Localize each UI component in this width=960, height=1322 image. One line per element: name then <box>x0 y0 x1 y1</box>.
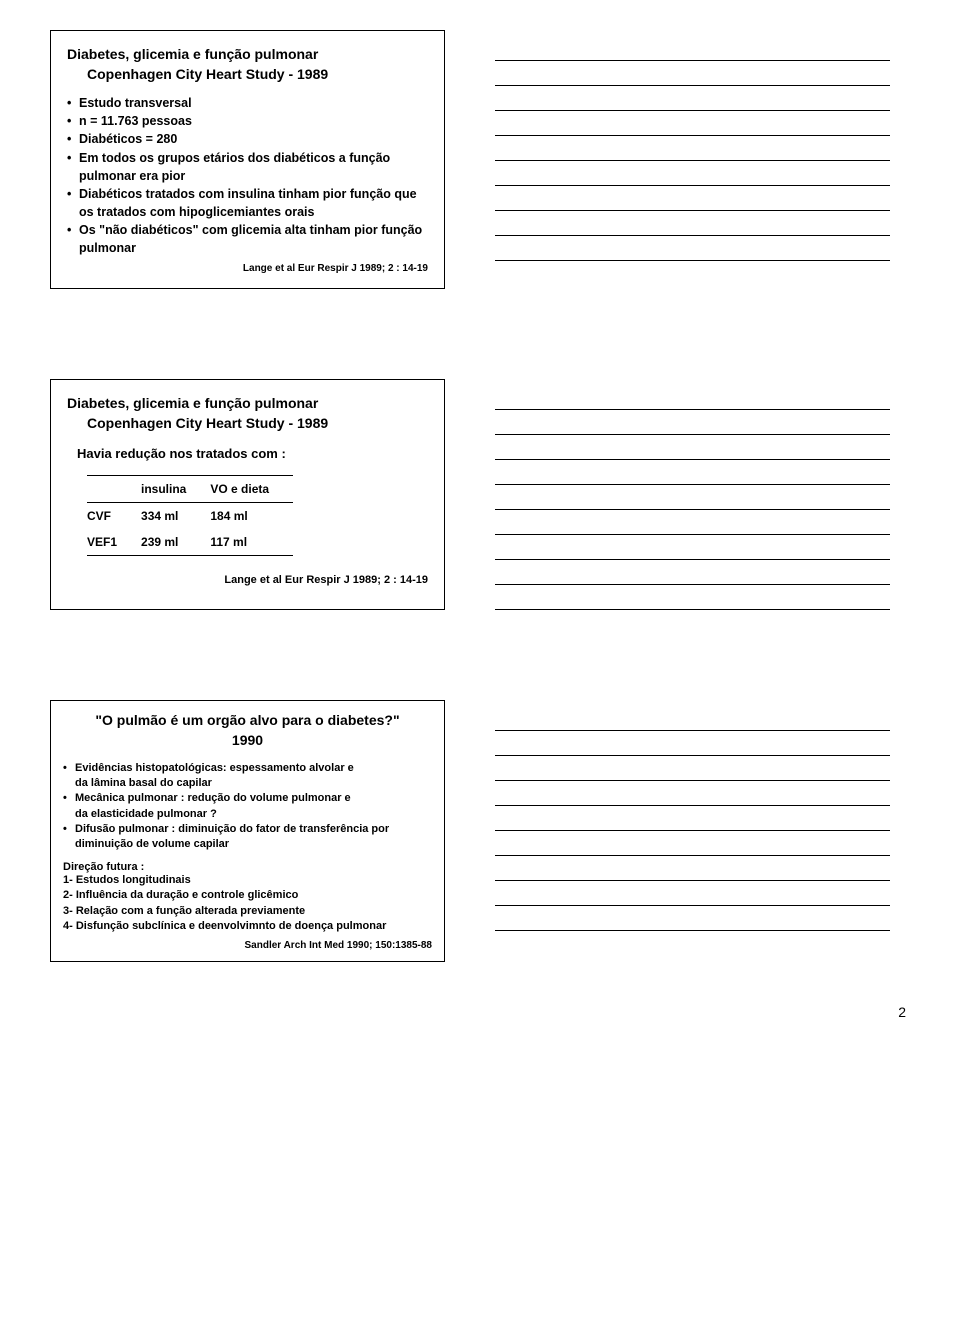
evidence-item: Mecânica pulmonar : redução do volume pu… <box>63 791 432 806</box>
slide-3-evidence: Evidências histopatológicas: espessament… <box>63 761 432 853</box>
note-line <box>495 781 890 806</box>
note-line <box>495 706 890 731</box>
note-line <box>495 236 890 261</box>
bullet-item: Estudo transversal <box>67 94 428 112</box>
note-line <box>495 831 890 856</box>
table-header-cell: VO e dieta <box>210 475 293 502</box>
note-line <box>495 161 890 186</box>
note-line <box>495 36 890 61</box>
future-item: 1- Estudos longitudinais <box>63 873 432 888</box>
future-heading: Direção futura : <box>63 861 432 873</box>
slide-3-title-line2: 1990 <box>93 731 402 751</box>
note-line <box>495 906 890 931</box>
note-line <box>495 86 890 111</box>
slide-1: Diabetes, glicemia e função pulmonar Cop… <box>50 30 445 289</box>
table-cell: CVF <box>87 502 141 529</box>
slide-2-title: Diabetes, glicemia e função pulmonar Cop… <box>67 394 428 433</box>
slide-3: "O pulmão é um orgão alvo para o diabete… <box>50 700 445 962</box>
note-line <box>495 111 890 136</box>
future-item: 2- Influência da duração e controle glic… <box>63 888 432 903</box>
slide-2-reference: Lange et al Eur Respir J 1989; 2 : 14-19 <box>67 574 428 586</box>
table-cell: 239 ml <box>141 529 210 556</box>
note-line <box>495 756 890 781</box>
note-line <box>495 211 890 236</box>
evidence-cont: da lâmina basal do capilar <box>63 776 432 791</box>
note-line <box>495 485 890 510</box>
note-line <box>495 410 890 435</box>
note-line <box>495 560 890 585</box>
row-2: Diabetes, glicemia e função pulmonar Cop… <box>50 379 910 610</box>
note-line <box>495 731 890 756</box>
evidence-item: Difusão pulmonar : diminuição do fator d… <box>63 822 432 837</box>
note-line <box>495 510 890 535</box>
bullet-item: Os "não diabéticos" com glicemia alta ti… <box>67 221 428 257</box>
slide-1-title-line2: Copenhagen City Heart Study - 1989 <box>67 65 428 85</box>
note-line <box>495 535 890 560</box>
evidence-item: Evidências histopatológicas: espessament… <box>63 761 432 776</box>
slide-2-title-line2: Copenhagen City Heart Study - 1989 <box>67 414 428 434</box>
slide-2: Diabetes, glicemia e função pulmonar Cop… <box>50 379 445 610</box>
note-line <box>495 806 890 831</box>
page: Diabetes, glicemia e função pulmonar Cop… <box>0 0 960 1032</box>
table-cell: 184 ml <box>210 502 293 529</box>
note-line <box>495 385 890 410</box>
note-line <box>495 881 890 906</box>
notes-col-1 <box>495 30 890 289</box>
note-line <box>495 136 890 161</box>
evidence-cont: da elasticidade pulmonar ? <box>63 807 432 822</box>
slide-1-reference: Lange et al Eur Respir J 1989; 2 : 14-19 <box>67 263 428 274</box>
slide-3-reference: Sandler Arch Int Med 1990; 150:1385-88 <box>63 940 432 951</box>
evidence-cont: diminuição de volume capilar <box>63 837 432 852</box>
slide-3-title-line1: "O pulmão é um orgão alvo para o diabete… <box>93 711 402 731</box>
slide-2-title-line1: Diabetes, glicemia e função pulmonar <box>67 394 428 414</box>
table-row: VEF1 239 ml 117 ml <box>87 529 293 556</box>
slide-1-title-line1: Diabetes, glicemia e função pulmonar <box>67 45 428 65</box>
row-1: Diabetes, glicemia e função pulmonar Cop… <box>50 30 910 289</box>
table-cell: 117 ml <box>210 529 293 556</box>
row-3: "O pulmão é um orgão alvo para o diabete… <box>50 700 910 962</box>
table-header-row: insulina VO e dieta <box>87 475 293 502</box>
note-line <box>495 435 890 460</box>
notes-col-3 <box>495 700 890 962</box>
table-header-cell <box>87 475 141 502</box>
future-item: 4- Disfunção subclínica e deenvolvimnto … <box>63 919 432 934</box>
future-list: 1- Estudos longitudinais 2- Influência d… <box>63 873 432 935</box>
bullet-item: Diabéticos = 280 <box>67 130 428 148</box>
table-cell: 334 ml <box>141 502 210 529</box>
note-line <box>495 186 890 211</box>
note-line <box>495 585 890 610</box>
bullet-item: Em todos os grupos etários dos diabético… <box>67 149 428 185</box>
notes-col-2 <box>495 379 890 610</box>
table-cell: VEF1 <box>87 529 141 556</box>
slide-1-bullets: Estudo transversal n = 11.763 pessoas Di… <box>67 94 428 257</box>
reduction-table: insulina VO e dieta CVF 334 ml 184 ml VE… <box>87 475 293 556</box>
slide-1-title: Diabetes, glicemia e função pulmonar Cop… <box>67 45 428 84</box>
page-number: 2 <box>898 1004 906 1020</box>
bullet-item: n = 11.763 pessoas <box>67 112 428 130</box>
bullet-item: Diabéticos tratados com insulina tinham … <box>67 185 428 221</box>
note-line <box>495 460 890 485</box>
future-item: 3- Relação com a função alterada previam… <box>63 904 432 919</box>
slide-3-title: "O pulmão é um orgão alvo para o diabete… <box>63 711 432 750</box>
table-row: CVF 334 ml 184 ml <box>87 502 293 529</box>
note-line <box>495 61 890 86</box>
table-header-cell: insulina <box>141 475 210 502</box>
slide-2-subheading: Havia redução nos tratados com : <box>77 446 428 461</box>
note-line <box>495 856 890 881</box>
